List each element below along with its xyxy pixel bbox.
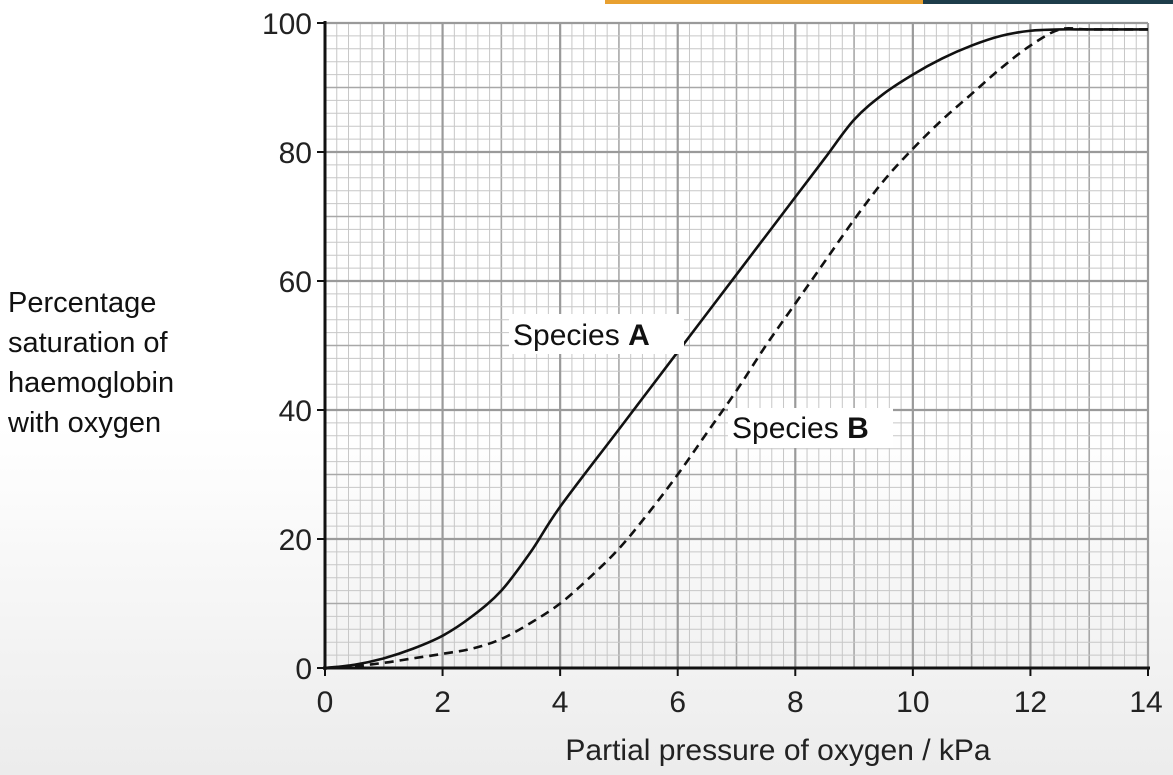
curves <box>324 26 1148 670</box>
x-tick-label: 4 <box>552 686 569 719</box>
species-b-label: Species B <box>732 412 869 445</box>
y-tick-label: 80 <box>279 137 312 170</box>
x-tick-label: 8 <box>787 686 804 719</box>
axes <box>323 21 1150 670</box>
minor-grid <box>325 23 1148 668</box>
x-tick-labels: 0 2 4 6 8 10 12 14 <box>317 668 1163 719</box>
species-b-curve <box>324 26 1148 670</box>
y-axis-label-line-3: haemoglobin <box>8 367 175 399</box>
y-tick-label: 0 <box>295 653 312 686</box>
y-tick-label: 100 <box>262 8 312 41</box>
species-a-label-bg <box>509 314 684 354</box>
x-tick-label: 10 <box>896 686 929 719</box>
y-tick-label: 40 <box>279 395 312 428</box>
y-tick-labels: 0 20 40 60 80 100 <box>262 8 325 686</box>
x-tick-label: 12 <box>1014 686 1047 719</box>
accent-dark-segment <box>923 0 1173 4</box>
x-tick-label: 2 <box>434 686 451 719</box>
y-axis-label-line-4: with oxygen <box>8 407 162 439</box>
y-axis-label-line-2: saturation of <box>8 327 168 359</box>
accent-orange-segment <box>605 0 923 4</box>
y-axis-label-line-1: Percentage <box>8 287 157 319</box>
x-tick-label: 6 <box>669 686 686 719</box>
x-tick-label: 0 <box>317 686 334 719</box>
y-tick-label: 20 <box>279 524 312 557</box>
y-tick-label: 60 <box>279 266 312 299</box>
species-b-label-bg <box>728 408 893 448</box>
y-axis-label: Percentage saturation of haemoglobin wit… <box>8 283 174 443</box>
top-accent-bar <box>0 0 1173 4</box>
x-axis-title: Partial pressure of oxygen / kPa <box>565 734 991 767</box>
species-a-curve <box>324 28 1148 670</box>
species-a-label: Species A <box>513 319 650 352</box>
x-tick-label: 14 <box>1129 686 1162 719</box>
